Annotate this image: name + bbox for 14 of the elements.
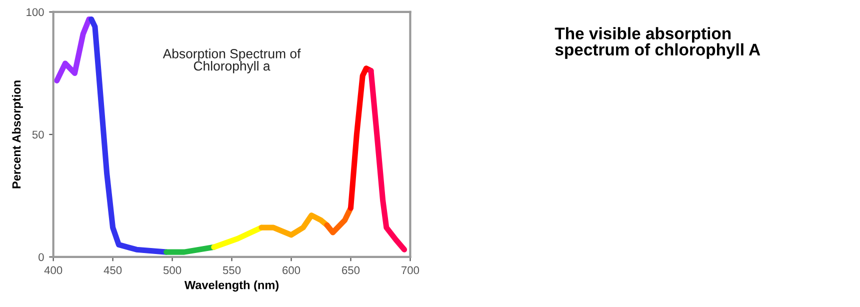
y-tick-label: 50 xyxy=(32,130,44,139)
x-tick-label: 500 xyxy=(163,266,182,274)
x-axis-title: Wavelength (nm) xyxy=(184,280,279,292)
x-tick-label: 600 xyxy=(282,266,300,274)
annotation: Absorption Spectrum of Chlorophyll a xyxy=(162,48,301,74)
x-tick-label: 550 xyxy=(222,266,241,274)
text: The visible absorption spectrum of chlorophyll A xyxy=(554,27,760,59)
x-tick-label: 650 xyxy=(342,266,360,274)
x-tick-label: 450 xyxy=(104,266,122,274)
y-axis-title: Percent Absorption xyxy=(12,80,23,188)
x-tick-label: 700 xyxy=(402,266,420,274)
y-tick-label: 100 xyxy=(26,8,44,16)
y-tick-label: 0 xyxy=(38,253,44,262)
x-tick-label: 400 xyxy=(44,266,62,274)
